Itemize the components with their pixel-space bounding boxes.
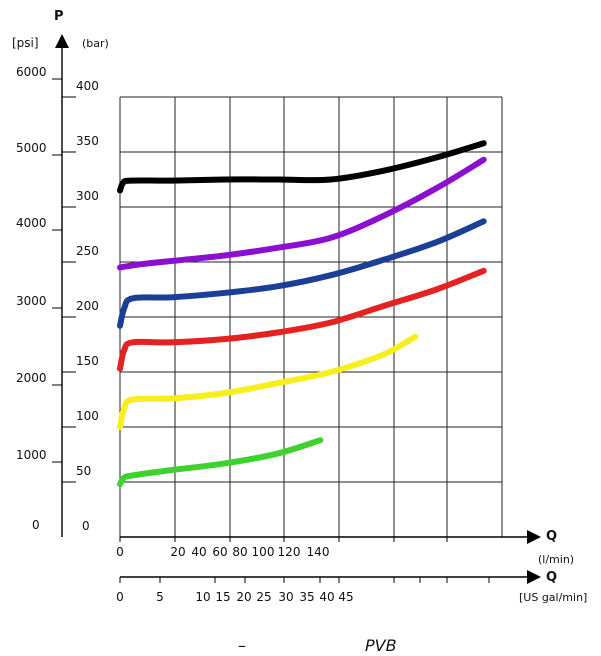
x-tick-gal: 10: [195, 590, 210, 604]
y-tick-bar: 300: [76, 189, 99, 203]
x-tick-lmin: 0: [116, 545, 124, 559]
chart-caption: PVB: [365, 636, 397, 655]
x-tick-gal: 45: [338, 590, 353, 604]
x-tick-lmin: 20: [170, 545, 185, 559]
x-tick-lmin: 60: [212, 545, 227, 559]
axes: [55, 34, 541, 584]
x-tick-gal: 20: [236, 590, 251, 604]
y-axis-arrow: [55, 34, 69, 48]
x-tick-lmin: 120: [278, 545, 301, 559]
y-tick-bar: 150: [76, 354, 99, 368]
x-axis-name: Q: [546, 529, 557, 544]
x-tick-lmin: 140: [307, 545, 330, 559]
y-tick-psi: 6000: [16, 65, 47, 79]
x-tick-lmin: 40: [191, 545, 206, 559]
y-tick-bar: 250: [76, 244, 99, 258]
x-axis-arrow: [527, 530, 541, 544]
y-tick-psi: 4000: [16, 216, 47, 230]
x-tick-gal: 15: [215, 590, 230, 604]
x-tick-lmin: 100: [252, 545, 275, 559]
y-tick-bar: 100: [76, 409, 99, 423]
y-axis-unit-psi: [psi]: [12, 36, 39, 50]
y-tick-bar: 400: [76, 79, 99, 93]
x-tick-gal: 40: [319, 590, 334, 604]
y-tick-psi: 3000: [16, 294, 47, 308]
y-tick-psi: 2000: [16, 371, 47, 385]
caption-dash: –: [238, 636, 246, 655]
x-tick-gal: 5: [156, 590, 164, 604]
x-tick-gal: 35: [299, 590, 314, 604]
x2-axis-arrow: [527, 570, 541, 584]
y-tick-bar: 200: [76, 299, 99, 313]
x-tick-gal: 25: [256, 590, 271, 604]
series-curve-4: [117, 267, 487, 372]
y-tick-bar: 50: [76, 464, 91, 478]
series-curves: [117, 140, 487, 488]
x-tick-gal: 0: [116, 590, 124, 604]
y-axis-name: P: [54, 9, 64, 24]
x-tick-lmin: 80: [232, 545, 247, 559]
y-tick-bar: 350: [76, 134, 99, 148]
y-tick-psi: 0: [32, 518, 40, 532]
series-curve-1: [117, 140, 487, 194]
x2-axis-name: Q: [546, 570, 557, 585]
x-tick-gal: 30: [278, 590, 293, 604]
series-curve-5: [117, 333, 419, 430]
series-curve-3: [117, 218, 487, 329]
y-tick-bar: 0: [82, 519, 90, 533]
x2-axis-unit-gal: [US gal/min]: [519, 591, 587, 604]
series-curve-6: [117, 437, 324, 488]
series-curve-2: [117, 156, 487, 271]
y-axis-unit-bar: (bar): [82, 37, 109, 50]
y-tick-psi: 5000: [16, 141, 47, 155]
x-axis-unit-lmin: (l/min): [538, 553, 574, 566]
y-tick-psi: 1000: [16, 448, 47, 462]
tick-labels: 0100020003000400050006000050100150200250…: [16, 65, 354, 604]
